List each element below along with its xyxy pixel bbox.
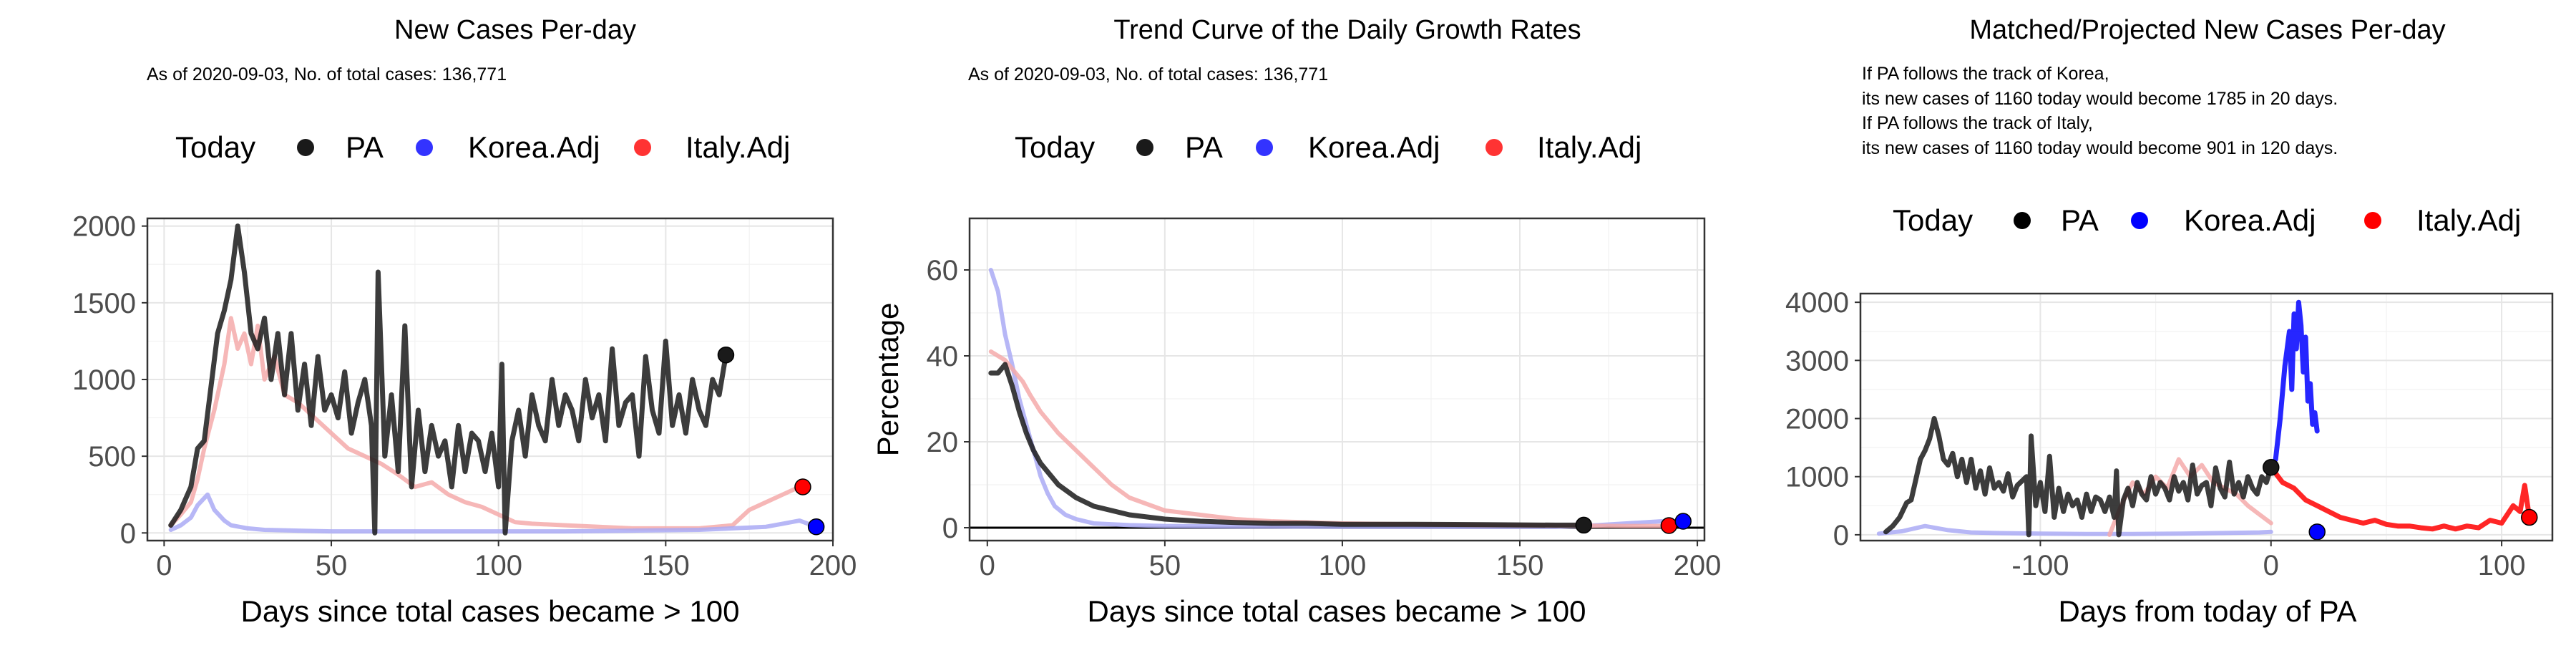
- x-axis-label: Days from today of PA: [2058, 594, 2356, 628]
- y-tick-label: 40: [927, 341, 959, 372]
- today-point-korea-adj: [807, 518, 825, 536]
- legend-key-italy: [1485, 139, 1503, 156]
- today-point-italy-adj: [2521, 508, 2538, 526]
- legend: Today PA Korea.Adj Italy.Adj: [1893, 203, 2521, 237]
- legend-label-italy: Italy.Adj: [2416, 203, 2521, 237]
- y-tick-label: 2000: [1785, 404, 1849, 435]
- panel-growth-rates: Trend Curve of the Daily Growth Rates As…: [871, 15, 1721, 628]
- chart-subtitle: As of 2020-09-03, No. of total cases: 13…: [968, 64, 1328, 84]
- legend-title: Today: [1015, 130, 1095, 164]
- legend-label-pa: PA: [1185, 130, 1223, 164]
- y-tick-label: 1500: [72, 288, 136, 319]
- x-tick-label: 150: [642, 550, 690, 581]
- chart-title: New Cases Per-day: [394, 15, 636, 45]
- series-line-italy-adj: [2268, 465, 2532, 532]
- legend-title: Today: [175, 130, 255, 164]
- legend-key-korea: [2131, 212, 2148, 229]
- legend-key-pa: [1136, 139, 1153, 156]
- y-tick-label: 1000: [72, 364, 136, 396]
- x-tick-label: 100: [2478, 550, 2526, 581]
- legend-label-korea: Korea.Adj: [468, 130, 600, 164]
- today-point-pa: [2263, 458, 2280, 476]
- legend-key-pa: [297, 139, 314, 156]
- plot-border: [968, 217, 1706, 542]
- x-tick-label: 0: [980, 550, 995, 581]
- chart-title: Trend Curve of the Daily Growth Rates: [1113, 15, 1581, 45]
- x-tick-label: 150: [1496, 550, 1544, 581]
- chart-subtitle-line-1: If PA follows the track of Korea,: [1862, 64, 2109, 84]
- plot-border: [1859, 292, 2554, 542]
- legend: Today PA Korea.Adj Italy.Adj: [1015, 130, 1641, 164]
- legend-key-italy: [634, 139, 651, 156]
- legend-key-italy: [2364, 212, 2381, 229]
- today-point-italy-adj: [794, 478, 811, 495]
- series-line-italy-adj: [988, 349, 1664, 528]
- x-tick-label: 100: [1319, 550, 1367, 581]
- legend-key-korea: [1256, 139, 1273, 156]
- chart-title: Matched/Projected New Cases Per-day: [1969, 15, 2445, 45]
- y-tick-label: 3000: [1785, 345, 1849, 377]
- today-point-korea-adj: [2308, 523, 2326, 541]
- series-line-korea-adj-faded: [1876, 523, 2273, 536]
- x-tick-label: 100: [474, 550, 522, 581]
- x-tick-label: 200: [809, 550, 857, 581]
- y-axis-label: Percentage: [871, 303, 904, 457]
- legend-key-pa: [2014, 212, 2031, 229]
- y-tick-label: 500: [88, 441, 136, 473]
- legend-label-pa: PA: [2061, 203, 2099, 237]
- today-point-pa: [717, 346, 735, 364]
- y-tick-label: 4000: [1785, 287, 1849, 319]
- plot-border: [146, 217, 834, 542]
- x-tick-label: -100: [2011, 550, 2069, 581]
- legend-label-italy: Italy.Adj: [1537, 130, 1641, 164]
- legend-label-pa: PA: [346, 130, 384, 164]
- x-tick-label: 50: [316, 550, 348, 581]
- today-point-italy-adj: [1660, 517, 1678, 534]
- legend-key-korea: [416, 139, 433, 156]
- x-tick-label: 0: [2263, 550, 2279, 581]
- legend: Today PA Korea.Adj Italy.Adj: [175, 130, 790, 164]
- panel-new-cases: New Cases Per-day As of 2020-09-03, No. …: [72, 15, 857, 628]
- y-tick-label: 20: [927, 427, 959, 458]
- y-tick-label: 0: [120, 518, 136, 549]
- x-tick-label: 200: [1674, 550, 1722, 581]
- plot-panel: 0 50 100 150 200 0 20 40 60: [927, 217, 1722, 581]
- series-line-pa: [168, 223, 728, 536]
- x-tick-label: 0: [156, 550, 172, 581]
- y-tick-label: 60: [927, 255, 959, 286]
- series-line-korea-adj: [2268, 299, 2320, 470]
- legend-label-italy: Italy.Adj: [686, 130, 790, 164]
- panel-projected: Matched/Projected New Cases Per-day If P…: [1785, 15, 2554, 628]
- x-axis-label: Days since total cases became > 100: [1088, 594, 1586, 628]
- chart-subtitle-line-2: its new cases of 1160 today would become…: [1862, 89, 2338, 109]
- legend-title: Today: [1893, 203, 1973, 237]
- series-line-pa: [1883, 416, 2274, 538]
- series-line-korea-adj: [168, 492, 819, 534]
- chart-subtitle: As of 2020-09-03, No. of total cases: 13…: [147, 64, 507, 84]
- chart-subtitle-line-4: its new cases of 1160 today would become…: [1862, 138, 2338, 158]
- legend-label-korea: Korea.Adj: [2184, 203, 2316, 237]
- today-point-pa: [1575, 516, 1593, 534]
- y-tick-label: 0: [942, 513, 958, 544]
- chart-subtitle-line-3: If PA follows the track of Italy,: [1862, 113, 2093, 133]
- y-tick-label: 2000: [72, 211, 136, 243]
- x-axis-label: Days since total cases became > 100: [241, 594, 740, 628]
- legend-label-korea: Korea.Adj: [1308, 130, 1440, 164]
- x-tick-label: 50: [1149, 550, 1181, 581]
- y-tick-label: 0: [1833, 520, 1849, 551]
- today-point-korea-adj: [1674, 513, 1692, 530]
- series-line-pa: [988, 362, 1586, 528]
- y-tick-label: 1000: [1785, 462, 1849, 493]
